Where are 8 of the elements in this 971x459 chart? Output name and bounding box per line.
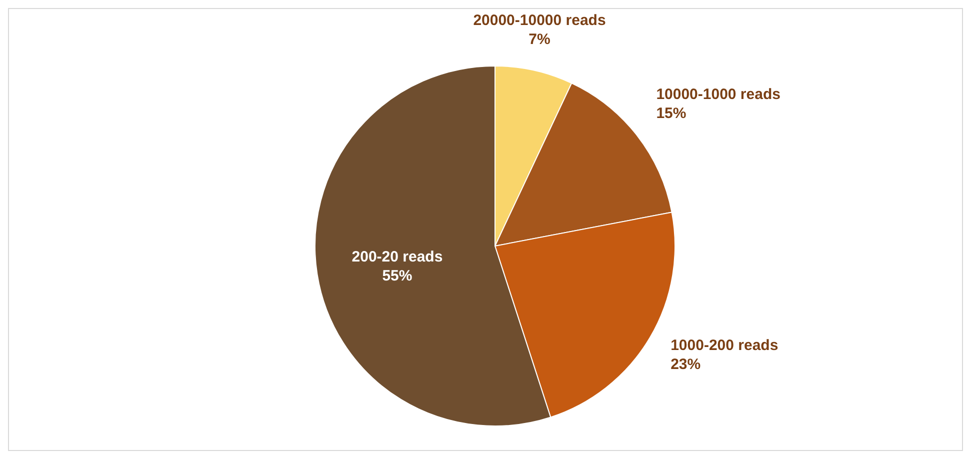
data-label: 15% bbox=[656, 104, 686, 122]
slice-label: 10000-1000 reads bbox=[656, 86, 780, 103]
slice-label: 1000-200 reads bbox=[670, 336, 778, 354]
data-label: 7% bbox=[528, 30, 550, 48]
data-label: 55% bbox=[382, 267, 412, 284]
slice-label: 200-20 reads bbox=[352, 248, 443, 266]
slice-label: 20000-10000 reads bbox=[473, 12, 606, 29]
data-label: 23% bbox=[670, 356, 701, 373]
